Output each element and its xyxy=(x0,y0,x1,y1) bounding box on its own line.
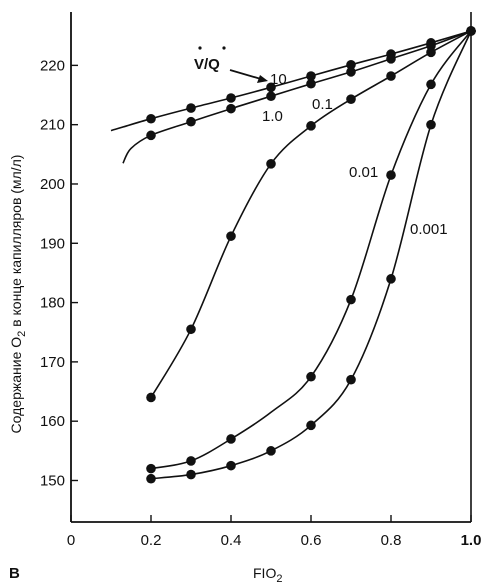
data-point xyxy=(426,119,436,130)
x-tick-label: 1.0 xyxy=(461,532,482,549)
data-point xyxy=(346,94,356,104)
data-point xyxy=(266,159,276,169)
x-axis-title: FIO2 xyxy=(253,565,282,585)
data-point xyxy=(266,82,276,93)
x-tick-label: 0.6 xyxy=(301,532,322,549)
series-label-1.0: 1.0 xyxy=(262,108,283,125)
y-tick-label: 190 xyxy=(40,235,65,252)
data-point xyxy=(146,463,156,474)
series-label-0.001: 0.001 xyxy=(410,221,448,238)
ratio-dot-v xyxy=(198,46,202,50)
data-point xyxy=(146,113,156,124)
data-point xyxy=(186,103,196,113)
panel-label: В xyxy=(9,565,20,582)
data-point xyxy=(306,371,316,382)
data-point xyxy=(226,460,236,471)
ratio-label: V/Q xyxy=(194,46,268,83)
y-tick-label: 180 xyxy=(40,295,65,312)
series-label-0.01: 0.01 xyxy=(349,164,378,181)
curves xyxy=(110,30,472,480)
data-point xyxy=(226,93,236,103)
data-point xyxy=(226,434,236,444)
x-tick-label: 0.4 xyxy=(221,532,242,549)
data-point xyxy=(186,469,196,480)
data-point xyxy=(386,71,396,81)
data-point xyxy=(306,78,316,89)
ticks: 150 160 170 180 190 200 210 220 0 0.2 0.4 0.6 0.8 1.0 xyxy=(40,57,481,549)
series-line-10 xyxy=(110,30,472,132)
y-tick-label: 160 xyxy=(40,413,65,430)
y-tick-label: 210 xyxy=(40,117,65,134)
data-point xyxy=(466,26,476,36)
y-tick-label: 170 xyxy=(40,354,65,371)
data-point xyxy=(346,67,356,77)
data-point xyxy=(386,274,396,284)
series-line-1.0 xyxy=(122,30,472,164)
ratio-arrow-head xyxy=(257,75,268,83)
markers xyxy=(146,26,476,484)
series-line-0.001 xyxy=(150,30,472,480)
labels: Содержание O2 в конце капилляров (мл/л) … xyxy=(8,46,448,585)
data-point xyxy=(266,446,276,456)
data-point xyxy=(186,324,196,335)
x-tick-label: 0.2 xyxy=(141,532,162,549)
data-point xyxy=(226,103,236,114)
data-point xyxy=(386,170,396,180)
data-point xyxy=(306,420,316,431)
series-line-0.1 xyxy=(150,30,472,398)
series-label-0.1: 0.1 xyxy=(312,96,333,113)
data-point xyxy=(346,59,356,70)
ratio-label-text: V/Q xyxy=(194,56,220,73)
data-point xyxy=(226,231,236,241)
data-point xyxy=(346,374,356,385)
axes xyxy=(70,12,472,523)
data-point xyxy=(306,71,316,81)
data-point xyxy=(306,121,316,131)
data-point xyxy=(146,473,156,484)
data-point xyxy=(146,130,156,141)
x-tick-label: 0 xyxy=(67,532,75,549)
data-point xyxy=(146,392,156,403)
data-point xyxy=(346,294,356,305)
y-tick-label: 220 xyxy=(40,57,65,74)
y-axis-title: Содержание O2 в конце капилляров (мл/л) xyxy=(8,155,28,434)
ratio-dot-q xyxy=(222,46,226,50)
data-point xyxy=(426,79,436,90)
data-point xyxy=(386,54,396,64)
x-tick-label: 0.8 xyxy=(381,532,402,549)
data-point xyxy=(186,456,196,466)
y-tick-label: 150 xyxy=(40,472,65,489)
series-label-10: 10 xyxy=(270,71,287,88)
y-tick-label: 200 xyxy=(40,176,65,193)
series-line-0.01 xyxy=(150,30,472,470)
data-point xyxy=(266,91,276,102)
ratio-arrow xyxy=(229,69,262,80)
data-point xyxy=(426,47,436,58)
data-point xyxy=(186,116,196,127)
